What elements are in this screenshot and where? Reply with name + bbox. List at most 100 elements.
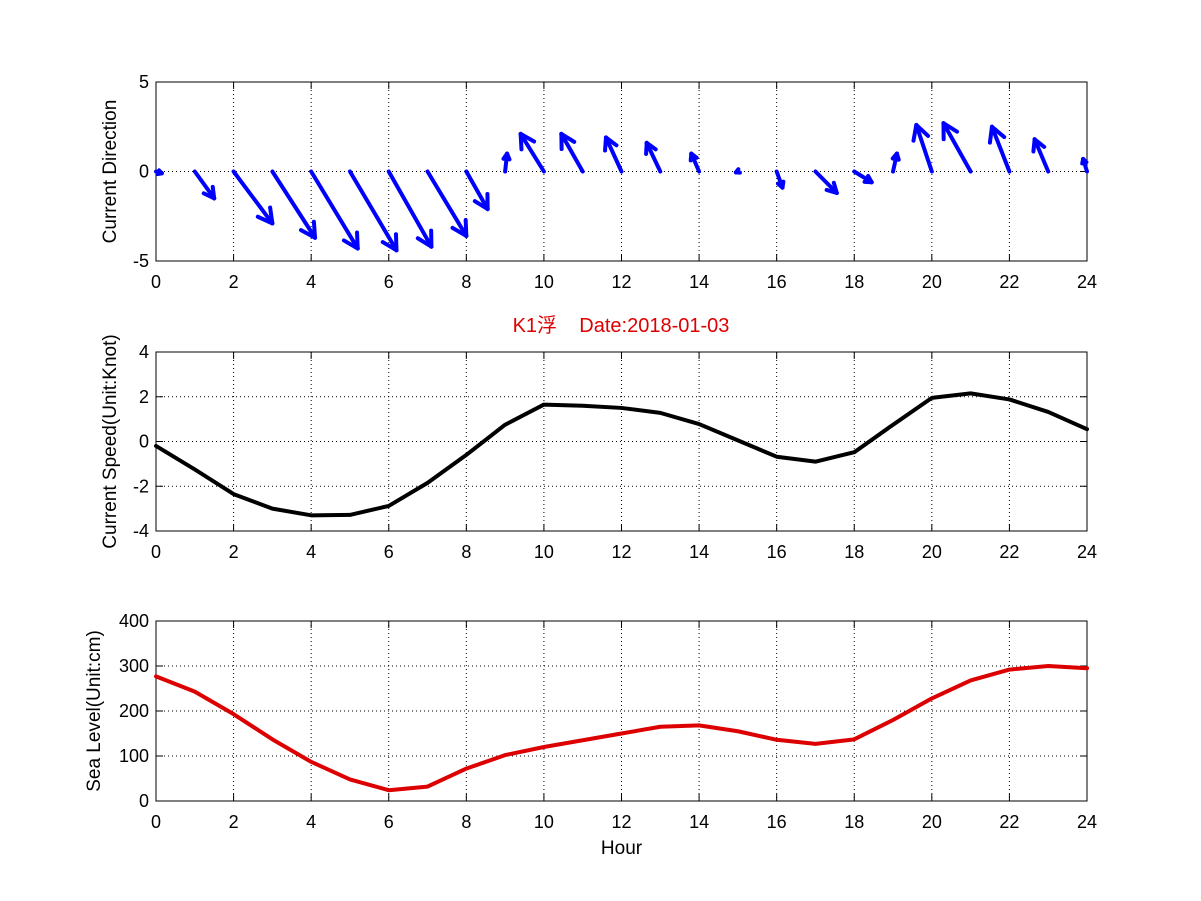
x-tick-label: 24 [1077,542,1097,562]
data-point [1008,398,1010,400]
data-point [310,761,312,763]
data-point [155,445,157,447]
direction-arrow [425,169,469,238]
x-tick-label: 6 [384,812,394,832]
x-tick-label: 0 [151,542,161,562]
data-point [1047,665,1049,667]
arrow-head [341,238,360,251]
data-point [853,738,855,740]
x-tick-label: 22 [999,272,1019,292]
arrow-head [559,131,577,144]
direction-arrow [644,140,663,174]
data-point [892,719,894,721]
data-point [504,424,506,426]
y-tick-label: 200 [119,701,149,721]
arrow-shaft [386,169,434,249]
arrow-head [518,131,537,144]
sea-level-line [154,664,1089,793]
x-tick-label: 4 [306,812,316,832]
data-point [271,508,273,510]
arrow-shaft [231,169,275,226]
direction-arrow [987,124,1012,174]
data-point [621,733,622,734]
y-tick-label: 0 [139,432,149,452]
x-tick-label: 8 [461,272,471,292]
data-point [698,724,700,726]
x-tick-label: 14 [689,272,709,292]
data-point [814,743,816,745]
direction-arrow [192,169,217,201]
arrow-head [831,180,839,195]
arrow-shaft [518,131,546,174]
arrow-shaft [941,121,973,174]
y-tick-label: 2 [139,387,149,407]
direction-arrow [518,131,546,174]
x-tick-label: 4 [306,272,316,292]
arrow-head [393,232,399,253]
y-axis-label: Current Speed(Unit:Knot) [100,334,121,548]
x-tick-label: 18 [844,812,864,832]
x-tick-label: 20 [922,272,942,292]
arrow-shaft [559,131,585,174]
data-point [892,424,894,426]
x-tick-label: 8 [461,812,471,832]
direction-arrow [1031,137,1051,174]
arrow-head [603,135,608,153]
arrow-shaft [192,169,217,201]
x-tick-label: 0 [151,812,161,832]
y-tick-label: -4 [133,521,149,541]
data-point [349,778,351,780]
data-point [465,768,467,770]
direction-arrow [774,169,786,190]
direction-arrow [688,151,702,174]
x-tick-label: 10 [534,542,554,562]
arrow-shaft [270,169,318,240]
data-point [465,454,467,456]
x-tick-label: 16 [767,542,787,562]
arrow-head [688,151,694,163]
data-point [582,739,584,741]
y-tick-label: 0 [139,791,149,811]
direction-arrow [309,169,360,251]
direction-arrow [231,169,275,226]
data-point [504,754,506,756]
arrow-shaft [1032,137,1051,174]
data-point [737,730,739,732]
arrow-head [780,179,786,190]
data-point [659,726,661,728]
x-tick-label: 0 [151,272,161,292]
direction-arrow [559,131,585,174]
direction-arrow [852,169,874,185]
x-tick-label: 24 [1077,812,1097,832]
data-point [543,746,545,748]
data-point [776,456,778,458]
arrow-shaft [309,169,360,251]
y-axis-label: Sea Level(Unit:cm) [84,630,105,792]
x-tick-label: 16 [767,812,787,832]
arrow-head [914,122,931,138]
data-point [271,738,273,740]
x-tick-label: 20 [922,812,942,832]
direction-arrow [813,169,839,195]
arrow-head [463,217,469,238]
arrow-head [210,184,217,201]
arrow-head [644,140,649,156]
direction-arrow [347,169,399,253]
x-tick-label: 10 [534,272,554,292]
arrow-head [380,240,399,253]
data-point [310,514,312,516]
direction-arrow [501,151,512,174]
direction-arrow [603,135,624,174]
y-tick-label: 5 [139,72,149,92]
y-axis-label: Current Direction [100,100,121,244]
arrow-head [987,124,994,145]
x-axis-label: Hour [601,838,643,859]
x-tick-label: 22 [999,542,1019,562]
data-point [737,439,739,441]
arrow-shaft [989,124,1012,174]
x-tick-label: 2 [229,812,239,832]
arrow-shaft [603,135,624,174]
arrow-head [941,121,960,134]
